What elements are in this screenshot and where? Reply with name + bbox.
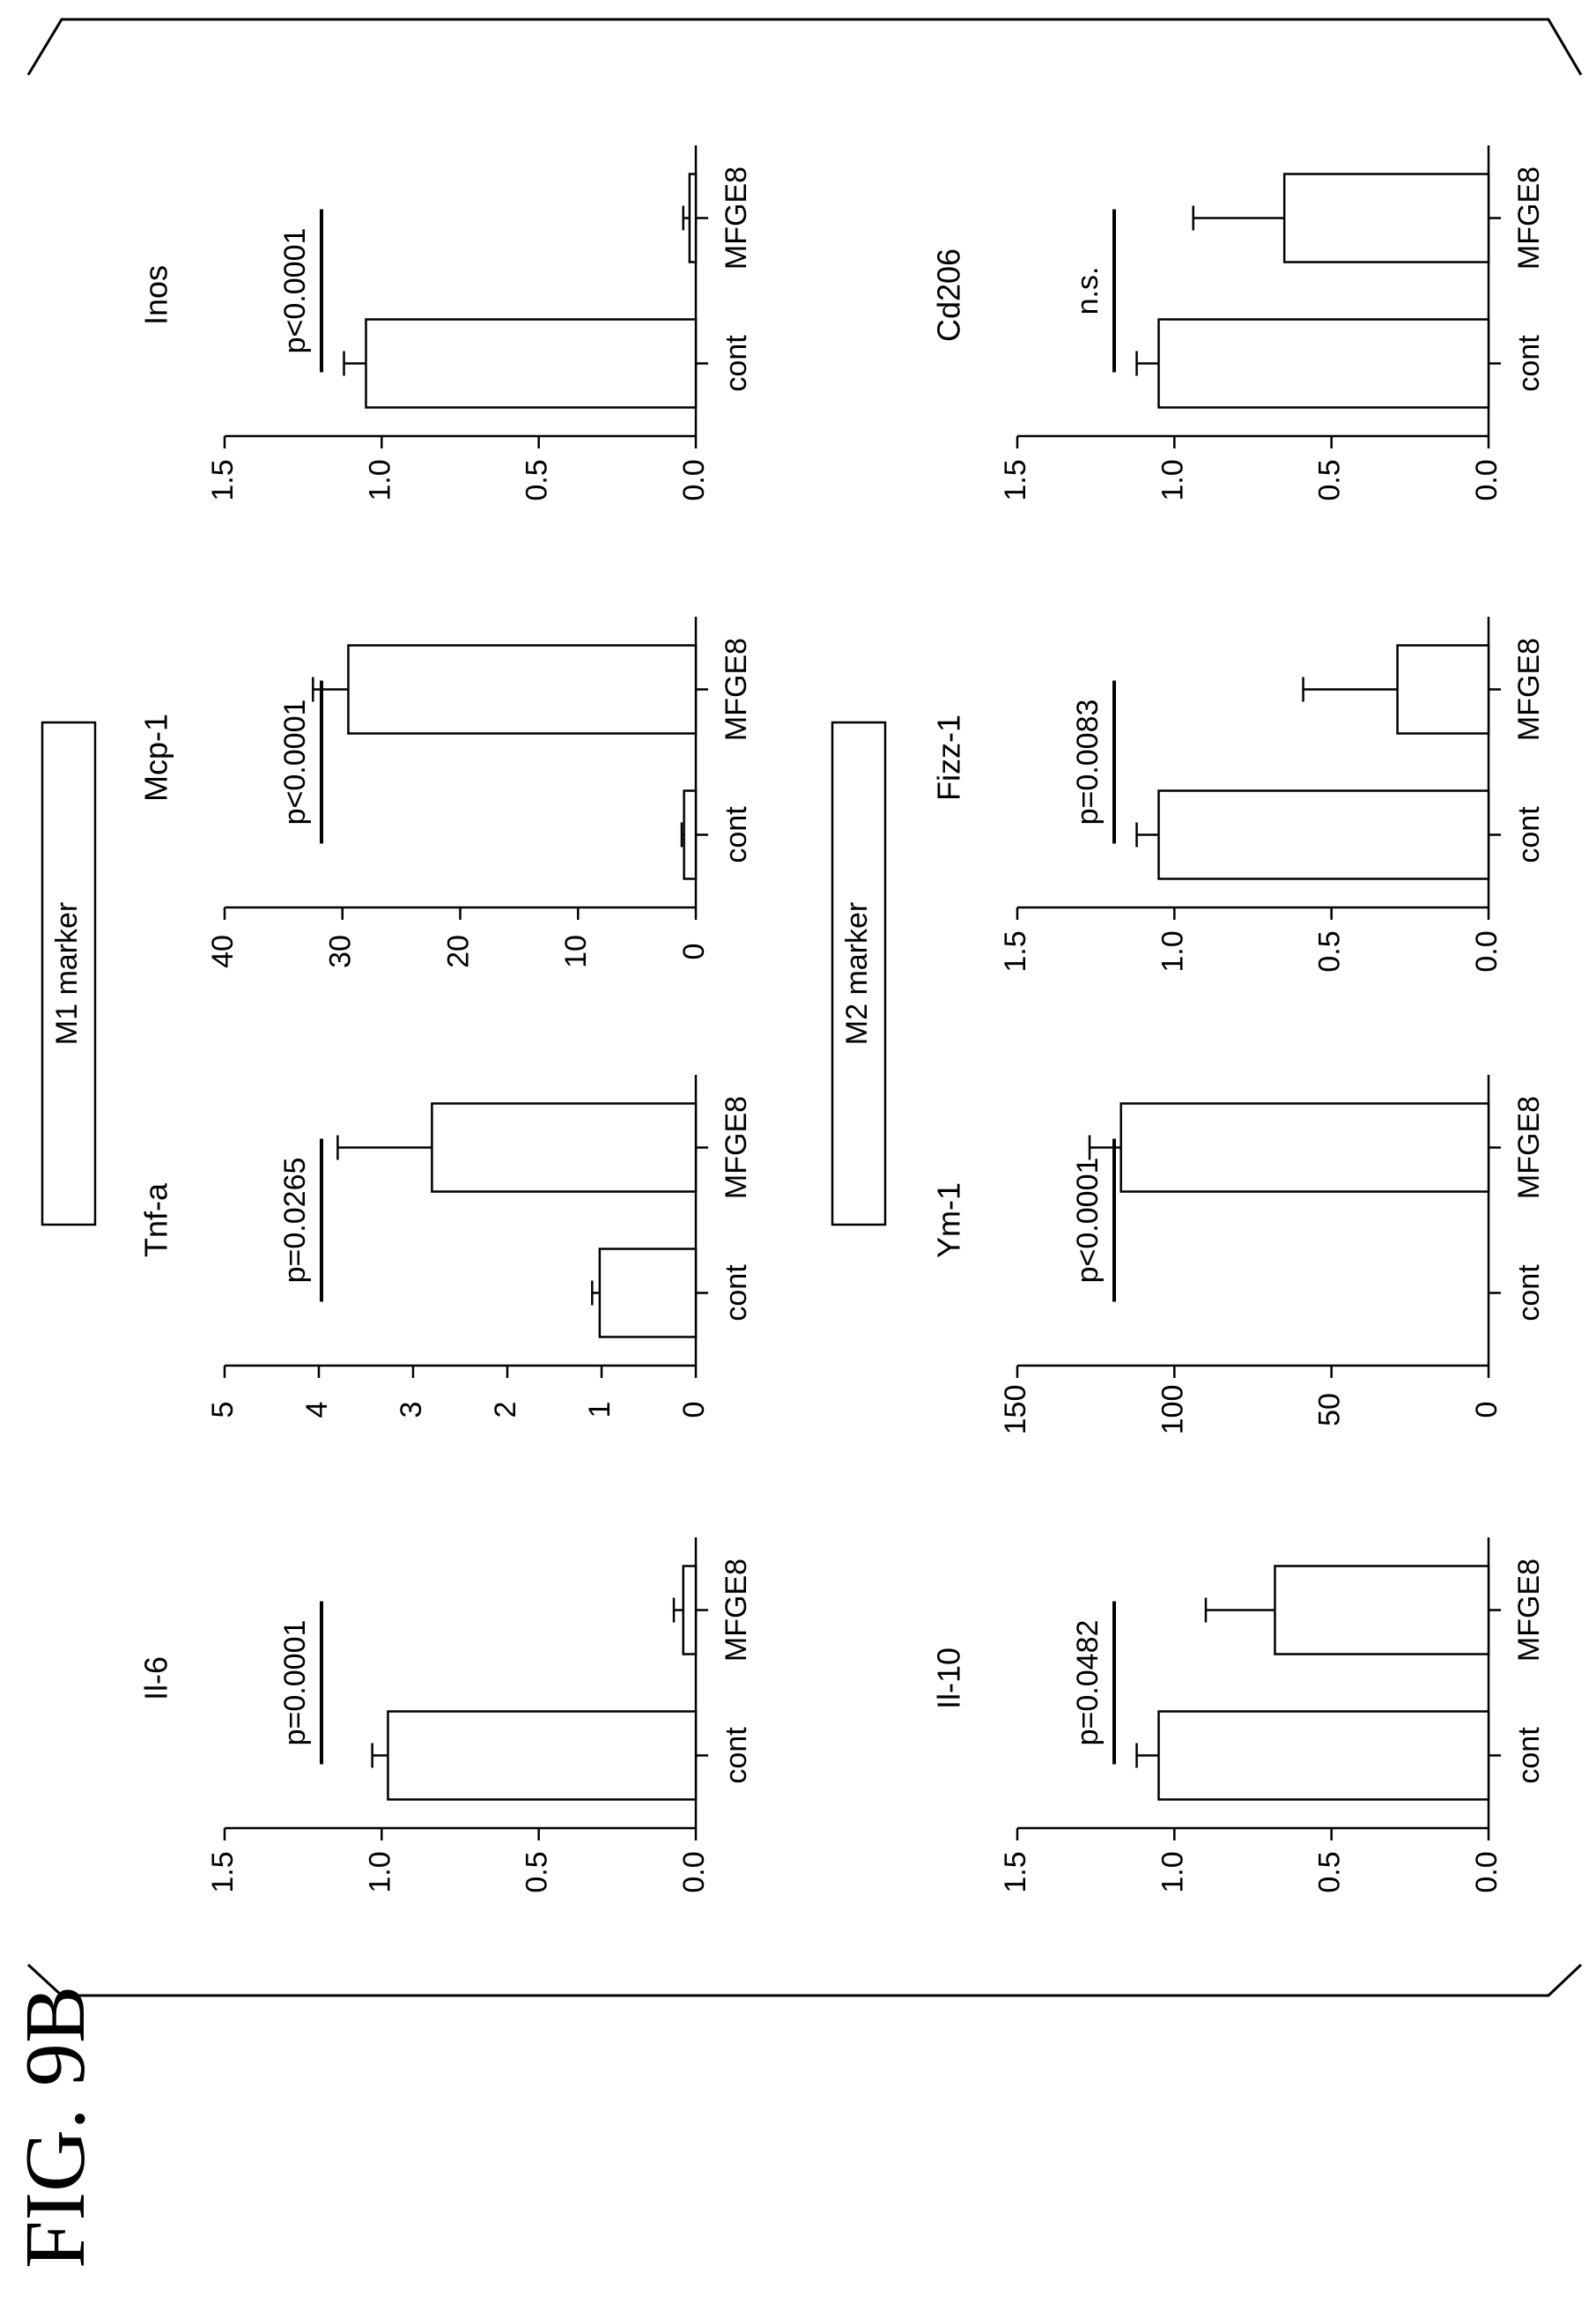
chart-il-10: 0.0 0.5 1.0 1.5 cont MFGE8 Il-10 p=0.0482 bbox=[931, 1537, 1546, 1893]
x-tick-label-mfge8: MFGE8 bbox=[720, 167, 753, 270]
bar-mfge8 bbox=[1282, 173, 1490, 263]
significance-label: p=0.0265 bbox=[278, 1158, 312, 1284]
y-tick-label: 50 bbox=[1313, 1393, 1347, 1426]
y-tick-label: 150 bbox=[999, 1385, 1032, 1435]
chart-cd206: 0.0 0.5 1.0 1.5 cont MFGE8 Cd206 n.s. bbox=[931, 145, 1546, 501]
x-tick-label-mfge8: MFGE8 bbox=[720, 638, 753, 741]
figure-label: FIG. 9B bbox=[8, 1986, 103, 2269]
y-tick-label: 0.0 bbox=[1470, 1851, 1504, 1892]
bar-cont bbox=[1157, 318, 1490, 409]
chart-title: Fizz-1 bbox=[931, 715, 967, 801]
chart-mcp-1: 0 10 20 30 40 cont MFGE8 Mcp-1 p<0.0001 bbox=[138, 617, 753, 968]
bar-mfge8 bbox=[682, 1565, 698, 1655]
significance-label: p<0.0001 bbox=[1071, 1158, 1105, 1284]
significance-label: p<0.0001 bbox=[278, 228, 312, 354]
group-label-m1-text: M1 marker bbox=[50, 902, 84, 1045]
bar-cont bbox=[387, 1710, 698, 1801]
y-tick-label: 1.0 bbox=[1156, 1851, 1189, 1892]
y-tick-label: 1.5 bbox=[206, 459, 240, 500]
x-tick-label-cont: cont bbox=[720, 335, 753, 392]
chart-fizz-1: 0.0 0.5 1.0 1.5 cont MFGE8 Fizz-1 p=0.0083 bbox=[931, 617, 1546, 973]
y-tick-label: 3 bbox=[395, 1402, 428, 1418]
y-tick-label: 0.0 bbox=[1470, 459, 1504, 500]
chart-title: Il-6 bbox=[138, 1656, 174, 1700]
chart-title: Cd206 bbox=[931, 248, 967, 342]
bar-mfge8 bbox=[1396, 644, 1490, 735]
significance-label: p=0.0083 bbox=[1071, 700, 1105, 826]
x-tick-label-cont: cont bbox=[1512, 335, 1546, 392]
x-tick-label-mfge8: MFGE8 bbox=[720, 1559, 753, 1662]
y-tick-label: 1.0 bbox=[363, 459, 396, 500]
bar-mfge8 bbox=[1274, 1565, 1490, 1655]
x-tick-label-cont: cont bbox=[720, 1727, 753, 1784]
bar-mfge8 bbox=[1119, 1102, 1490, 1193]
significance-label: p=0.0482 bbox=[1071, 1620, 1105, 1746]
y-tick-label: 0.5 bbox=[521, 1851, 554, 1892]
y-tick-label: 1 bbox=[583, 1402, 617, 1418]
y-tick-label: 100 bbox=[1156, 1385, 1189, 1435]
bar-mfge8 bbox=[688, 173, 698, 263]
bar-cont bbox=[598, 1248, 698, 1338]
chart-ym-1: 0 50 100 150 cont MFGE8 Ym-1 p<0.0001 bbox=[931, 1075, 1546, 1434]
chart-title: Tnf-a bbox=[138, 1182, 174, 1257]
bar-cont bbox=[365, 318, 698, 409]
y-tick-label: 0.5 bbox=[521, 459, 554, 500]
chart-title: Ym-1 bbox=[931, 1182, 967, 1258]
y-tick-label: 30 bbox=[324, 935, 358, 968]
y-tick-label: 1.0 bbox=[1156, 459, 1189, 500]
x-tick-label-cont: cont bbox=[1512, 1264, 1546, 1322]
y-tick-label: 0.0 bbox=[677, 1851, 711, 1892]
y-tick-label: 0 bbox=[677, 1402, 711, 1418]
y-tick-label: 1.0 bbox=[363, 1851, 396, 1892]
bar-mfge8 bbox=[431, 1102, 698, 1193]
y-tick-label: 0.5 bbox=[1313, 459, 1347, 500]
y-tick-label: 10 bbox=[559, 935, 593, 968]
x-tick-label-cont: cont bbox=[720, 806, 753, 863]
x-tick-label-cont: cont bbox=[1512, 806, 1546, 863]
bar-cont bbox=[683, 789, 698, 880]
y-tick-label: 1.5 bbox=[999, 930, 1032, 972]
chart-inos: 0.0 0.5 1.0 1.5 cont MFGE8 Inos p<0.0001 bbox=[138, 145, 753, 501]
chart-il-6: 0.0 0.5 1.0 1.5 cont MFGE8 Il-6 p=0.0001 bbox=[138, 1537, 753, 1893]
y-tick-label: 5 bbox=[206, 1402, 240, 1418]
outer-bracket bbox=[26, 18, 1583, 1997]
y-tick-label: 1.5 bbox=[999, 1851, 1032, 1892]
y-tick-label: 0.5 bbox=[1313, 930, 1347, 972]
significance-label: p=0.0001 bbox=[278, 1620, 312, 1746]
y-tick-label: 0 bbox=[677, 944, 711, 960]
significance-label: n.s. bbox=[1071, 267, 1105, 315]
x-tick-label-cont: cont bbox=[720, 1264, 753, 1322]
y-tick-label: 0.5 bbox=[1313, 1851, 1347, 1892]
x-tick-label-mfge8: MFGE8 bbox=[1512, 638, 1546, 741]
y-tick-label: 0 bbox=[1470, 1402, 1504, 1418]
significance-label: p<0.0001 bbox=[278, 700, 312, 826]
x-tick-label-mfge8: MFGE8 bbox=[1512, 1559, 1546, 1662]
chart-tnf-a: 0 1 2 3 4 5 cont MFGE8 Tnf-a p=0.0265 bbox=[138, 1075, 753, 1418]
y-tick-label: 1.5 bbox=[999, 459, 1032, 500]
x-tick-label-mfge8: MFGE8 bbox=[1512, 1096, 1546, 1199]
bar-cont bbox=[1157, 789, 1490, 880]
chart-title: Mcp-1 bbox=[138, 714, 174, 802]
chart-title: Il-10 bbox=[931, 1648, 967, 1709]
charts-layer: 0.0 0.5 1.0 1.5 cont MFGE8 Il-6 p=0.0001 0 1 2 3 4 5 c… bbox=[138, 145, 1546, 1893]
x-tick-label-mfge8: MFGE8 bbox=[720, 1096, 753, 1199]
x-tick-label-cont: cont bbox=[1512, 1727, 1546, 1784]
y-tick-label: 2 bbox=[489, 1402, 522, 1418]
y-tick-label: 0.0 bbox=[1470, 930, 1504, 972]
group-label-m2-text: M2 marker bbox=[840, 902, 874, 1045]
y-tick-label: 0.0 bbox=[677, 459, 711, 500]
y-tick-label: 4 bbox=[300, 1402, 334, 1418]
y-tick-label: 1.0 bbox=[1156, 930, 1189, 972]
y-tick-label: 40 bbox=[206, 935, 240, 968]
group-label-m2: M2 marker bbox=[831, 721, 887, 1226]
bar-mfge8 bbox=[347, 644, 698, 735]
bar-cont bbox=[1157, 1710, 1490, 1801]
chart-title: Inos bbox=[138, 265, 174, 325]
x-tick-label-mfge8: MFGE8 bbox=[1512, 167, 1546, 270]
y-tick-label: 20 bbox=[441, 935, 475, 968]
y-tick-label: 1.5 bbox=[206, 1851, 240, 1892]
group-label-m1: M1 marker bbox=[41, 721, 97, 1226]
